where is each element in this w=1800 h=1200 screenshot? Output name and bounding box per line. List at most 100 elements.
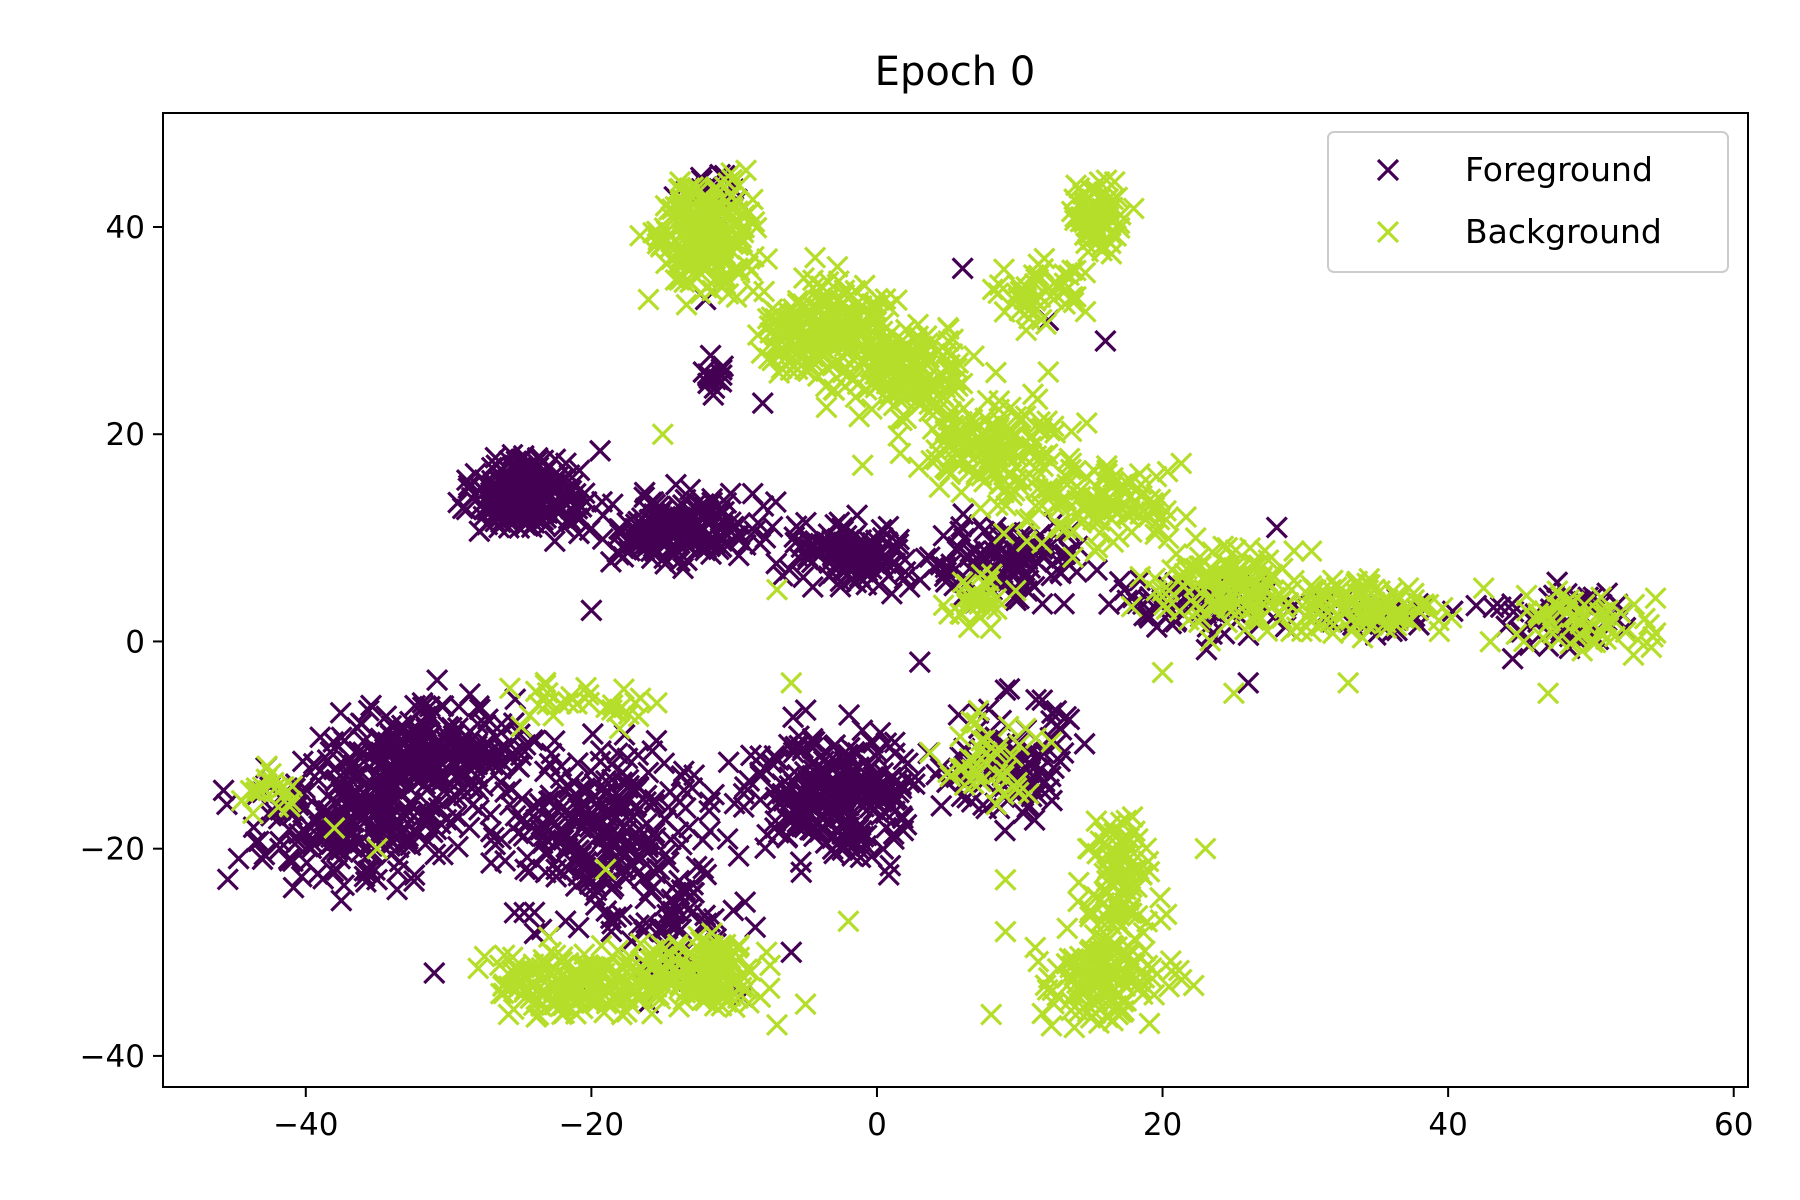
point-foreground xyxy=(457,474,480,497)
point-foreground xyxy=(1265,516,1288,539)
point-foreground xyxy=(692,360,715,384)
point-background xyxy=(866,287,890,310)
point-background xyxy=(1005,445,1029,468)
point-background xyxy=(653,228,677,251)
point-foreground xyxy=(760,751,783,774)
point-background xyxy=(1014,508,1037,532)
point-background xyxy=(726,200,749,223)
point-foreground xyxy=(877,863,900,886)
point-background xyxy=(727,234,750,257)
point-background xyxy=(923,394,946,417)
point-background xyxy=(1081,902,1104,925)
point-background xyxy=(994,920,1017,943)
point-foreground xyxy=(1500,592,1524,616)
point-foreground xyxy=(881,552,904,575)
point-background xyxy=(976,389,999,412)
point-background xyxy=(753,280,776,303)
point-background xyxy=(527,693,550,717)
point-foreground xyxy=(1012,802,1035,825)
point-background xyxy=(1170,452,1193,475)
point-foreground xyxy=(695,536,718,559)
point-background xyxy=(595,992,618,1015)
point-background xyxy=(653,937,676,960)
point-foreground xyxy=(506,754,529,777)
point-foreground xyxy=(880,768,903,791)
point-foreground xyxy=(639,878,663,901)
point-background xyxy=(1020,435,1043,458)
point-background xyxy=(1042,288,1065,311)
point-background xyxy=(907,456,931,479)
point-background xyxy=(1088,170,1111,194)
point-background xyxy=(848,405,871,428)
point-background xyxy=(1382,602,1406,625)
point-foreground xyxy=(998,677,1021,701)
point-background xyxy=(917,364,941,387)
point-foreground xyxy=(663,525,687,548)
point-background xyxy=(689,930,713,953)
point-foreground xyxy=(657,796,680,819)
point-background xyxy=(965,711,988,735)
point-background xyxy=(1210,591,1234,614)
point-background xyxy=(1052,281,1075,304)
point-background xyxy=(1108,855,1131,878)
point-background xyxy=(1018,427,1042,450)
point-foreground xyxy=(444,805,468,828)
point-foreground xyxy=(1465,594,1488,617)
point-background xyxy=(1005,776,1028,800)
point-background xyxy=(467,957,490,980)
point-background xyxy=(990,411,1013,434)
point-foreground xyxy=(479,803,502,826)
point-foreground xyxy=(803,730,826,753)
point-background xyxy=(1358,573,1382,597)
point-background xyxy=(973,729,996,752)
points-layer xyxy=(212,159,1667,1039)
point-foreground xyxy=(681,873,705,896)
point-foreground xyxy=(784,735,807,758)
point-background xyxy=(557,691,580,715)
point-foreground xyxy=(397,800,420,823)
point-background xyxy=(820,296,843,319)
point-foreground xyxy=(427,765,450,788)
point-background xyxy=(1097,187,1120,211)
point-background xyxy=(1159,949,1182,973)
point-background xyxy=(765,1013,789,1036)
point-foreground xyxy=(1010,540,1033,563)
point-background xyxy=(1008,409,1031,432)
point-foreground xyxy=(543,530,566,553)
point-foreground xyxy=(1025,783,1048,806)
point-background xyxy=(617,703,640,726)
point-background xyxy=(1184,526,1207,550)
point-foreground xyxy=(846,536,870,559)
point-foreground xyxy=(216,868,239,891)
point-foreground xyxy=(608,517,631,540)
point-foreground xyxy=(348,831,371,854)
legend-marker-foreground xyxy=(1376,158,1400,182)
point-foreground xyxy=(691,828,714,852)
point-foreground xyxy=(821,827,844,850)
point-foreground xyxy=(302,752,325,775)
point-background xyxy=(1290,620,1314,643)
point-background xyxy=(721,969,744,992)
point-foreground xyxy=(278,818,301,841)
point-foreground xyxy=(746,511,770,535)
point-background xyxy=(699,966,722,990)
point-background xyxy=(1187,611,1211,634)
point-background xyxy=(714,272,737,296)
point-background xyxy=(992,258,1016,281)
point-background xyxy=(1244,554,1267,577)
point-foreground xyxy=(719,511,742,534)
point-background xyxy=(1055,466,1078,489)
point-foreground xyxy=(807,540,830,563)
point-background xyxy=(590,934,613,957)
point-background xyxy=(1120,595,1143,618)
point-background xyxy=(1115,502,1138,526)
point-background xyxy=(714,941,737,964)
point-background xyxy=(671,246,694,269)
point-background xyxy=(1066,890,1090,913)
point-background xyxy=(742,245,766,268)
point-foreground xyxy=(251,848,274,871)
point-background xyxy=(1025,298,1048,321)
point-foreground xyxy=(534,861,557,884)
point-background xyxy=(1133,939,1156,963)
legend-box xyxy=(1327,131,1729,273)
